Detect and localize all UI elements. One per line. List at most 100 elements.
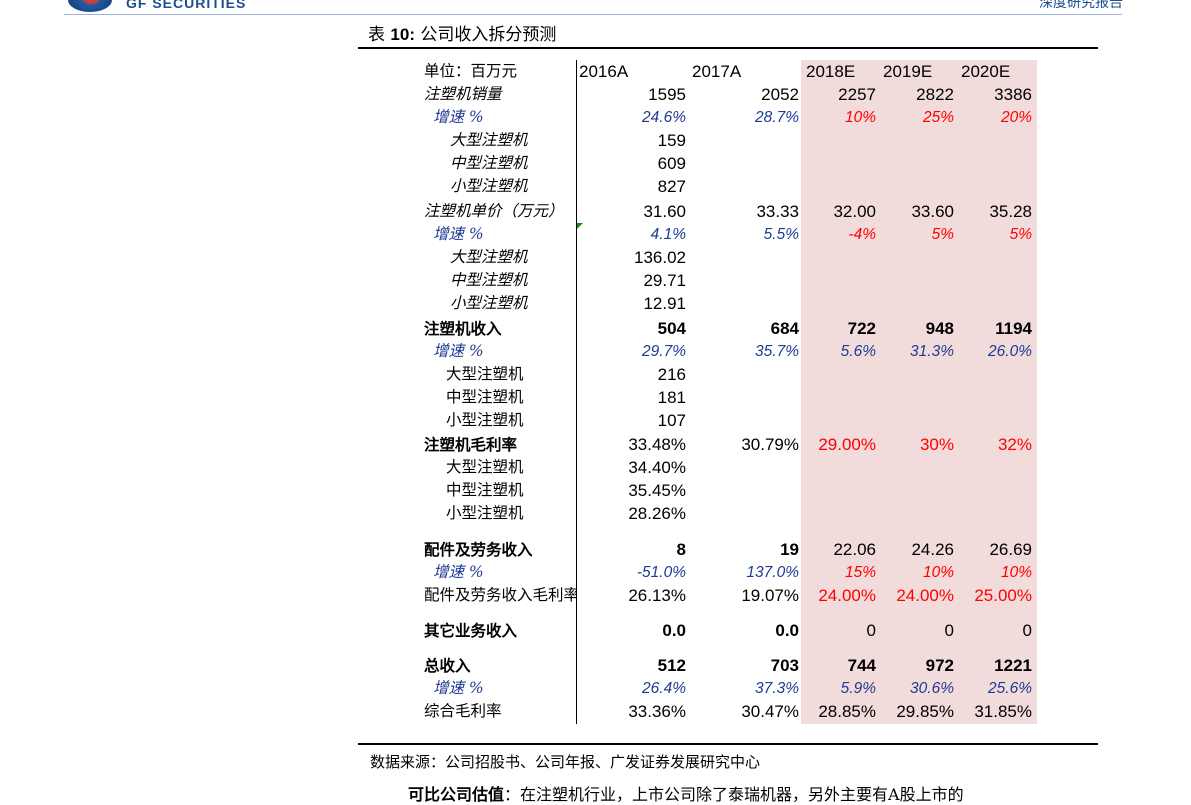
row-label: 大型注塑机 — [446, 365, 524, 383]
table-row: 配件及劳务收入 8 19 22.06 24.26 26.69 — [0, 538, 1191, 561]
table-cell: 26.4% — [642, 680, 686, 697]
table-cell — [958, 175, 1032, 198]
table-row: 大型注塑机 136.02 — [0, 246, 1191, 269]
table-row: 注塑机毛利率 33.48% 30.79% 29.00% 30% 32% — [0, 433, 1191, 456]
table-cell: 5.6% — [840, 343, 876, 360]
table-cell: 33.33 — [756, 202, 799, 221]
table-cell: 32% — [997, 435, 1032, 454]
caption-title: 公司收入拆分预测 — [414, 25, 557, 45]
table-cell — [958, 409, 1032, 432]
table-cell: 30.79% — [741, 435, 799, 454]
table-cell — [806, 269, 876, 292]
table-cell: 30% — [919, 435, 954, 454]
table-row: 大型注塑机 34.40% — [0, 456, 1191, 479]
column-header: 2016A — [579, 62, 629, 81]
table-cell: 5% — [931, 226, 954, 243]
table-cell — [700, 386, 799, 409]
row-label: 小型注塑机 — [450, 177, 528, 195]
table-cell: 25% — [922, 109, 954, 126]
column-header: 2017A — [692, 62, 742, 81]
caption-prefix: 表 — [368, 25, 391, 45]
table-cell — [806, 363, 876, 386]
column-header: 2020E — [961, 62, 1011, 81]
table-cell — [958, 269, 1032, 292]
table-cell: 0.0 — [662, 621, 686, 640]
row-label: 其它业务收入 — [424, 621, 518, 640]
table-cell — [700, 269, 799, 292]
row-label: 大型注塑机 — [450, 248, 528, 266]
table-cell: 24.00% — [896, 586, 954, 605]
table-cell: 33.36% — [628, 702, 686, 721]
table-cell — [806, 246, 876, 269]
row-label: 注塑机毛利率 — [424, 435, 518, 454]
table-cell: 1194 — [995, 319, 1032, 338]
table-cell: 35.45% — [628, 481, 686, 500]
table-cell: 703 — [770, 656, 799, 675]
table-cell — [958, 152, 1032, 175]
table-cell — [958, 479, 1032, 502]
table-cell: 22.06 — [833, 540, 876, 559]
data-source-note: 数据来源：公司招股书、公司年报、广发证券发展研究中心 — [370, 753, 761, 771]
table-cell: 24.26 — [911, 540, 954, 559]
table-header-row: 单位：百万元 2016A 2017A 2018E 2019E 2020E — [0, 60, 1191, 83]
table-cell — [880, 456, 954, 479]
table-cell: 5.9% — [840, 680, 876, 697]
gf-securities-logo-icon — [68, 0, 112, 12]
table-cell: 684 — [770, 319, 799, 338]
table-cell: -4% — [848, 226, 876, 243]
table-cell — [958, 129, 1032, 152]
table-row: 注塑机单价（万元） 31.60 33.33 32.00 33.60 35.28 — [0, 200, 1191, 223]
unit-label: 单位：百万元 — [424, 62, 518, 80]
table-cell: 4.1% — [650, 226, 686, 243]
table-cell: 30.6% — [910, 680, 954, 697]
table-cell: 31.3% — [910, 343, 954, 360]
table-cell: 181 — [657, 388, 686, 407]
row-label: 小型注塑机 — [446, 411, 524, 429]
table-row: 总收入 512 703 744 972 1221 — [0, 654, 1191, 677]
row-label: 增速 % — [433, 563, 484, 581]
table-cell: 107 — [657, 411, 686, 430]
table-cell: 28.7% — [755, 109, 799, 126]
row-label: 配件及劳务收入 — [424, 540, 533, 559]
row-label: 小型注塑机 — [450, 294, 528, 312]
table-cell: 2822 — [916, 85, 954, 104]
table-cell: 744 — [847, 656, 876, 675]
table-row: 注塑机销量 1595 2052 2257 2822 3386 — [0, 83, 1191, 106]
table-cell: 10% — [844, 109, 876, 126]
header-divider — [64, 14, 1122, 15]
table-cell — [880, 292, 954, 315]
table-cell — [958, 502, 1032, 525]
table-cell: 972 — [925, 656, 954, 675]
table-cell: 512 — [657, 656, 686, 675]
body-paragraph: 可比公司估值：在注塑机行业，上市公司除了泰瑞机器，另外主要有A股上市的 — [408, 781, 964, 805]
table-cell: 504 — [657, 319, 686, 338]
table-cell — [958, 386, 1032, 409]
table-cell: 31.85% — [974, 702, 1032, 721]
table-cell: 8 — [676, 540, 686, 559]
table-cell: 30.47% — [741, 702, 799, 721]
row-label: 中型注塑机 — [446, 388, 524, 406]
table-cell: 20% — [1000, 109, 1032, 126]
table-cell: 10% — [1000, 564, 1032, 581]
table-cell — [806, 175, 876, 198]
table-cell: 19 — [780, 540, 799, 559]
row-label: 配件及劳务收入毛利率 — [424, 586, 576, 604]
row-label: 中型注塑机 — [446, 481, 524, 499]
table-cell: 12.91 — [643, 294, 686, 313]
table-row: 注塑机收入 504 684 722 948 1194 — [0, 317, 1191, 340]
table-cell: 25.00% — [974, 586, 1032, 605]
table-row: 中型注塑机 35.45% — [0, 479, 1191, 502]
table-cell — [806, 409, 876, 432]
table-cell: 216 — [657, 365, 686, 384]
table-cell: 1595 — [648, 85, 686, 104]
table-cell: 0 — [944, 621, 954, 640]
table-cell: 37.3% — [755, 680, 799, 697]
row-label: 小型注塑机 — [446, 504, 524, 522]
column-header: 2018E — [806, 62, 856, 81]
table-cell: 31.60 — [643, 202, 686, 221]
table-row: 增速 % 29.7% 35.7% 5.6% 31.3% 26.0% — [0, 340, 1191, 363]
table-cell: 29.7% — [642, 343, 686, 360]
table-cell — [806, 292, 876, 315]
cell-comment-marker-icon — [577, 223, 583, 229]
table-cell: 25.6% — [988, 680, 1032, 697]
